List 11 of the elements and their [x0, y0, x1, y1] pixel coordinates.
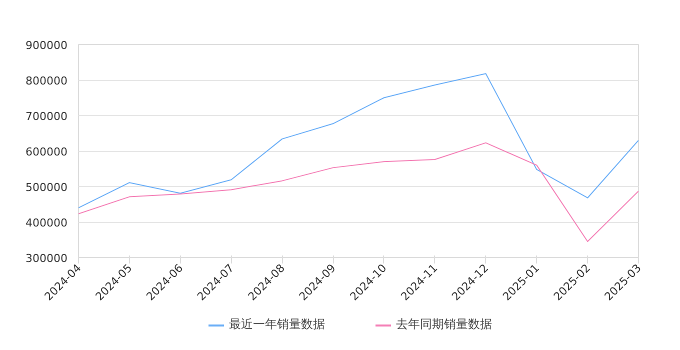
- y-tick-label: 500000: [26, 181, 68, 194]
- legend-label: 去年同期销量数据: [396, 316, 492, 333]
- y-tick-label: 600000: [26, 146, 68, 158]
- y-tick-label: 300000: [26, 252, 68, 265]
- legend-label: 最近一年销量数据: [229, 316, 325, 333]
- y-tick-label: 900000: [26, 39, 68, 52]
- y-tick-label: 400000: [26, 216, 68, 230]
- y-tick-label: 700000: [26, 110, 68, 123]
- y-tick-label: 800000: [26, 74, 68, 88]
- line-series: [78, 73, 638, 208]
- line-series: [78, 142, 638, 242]
